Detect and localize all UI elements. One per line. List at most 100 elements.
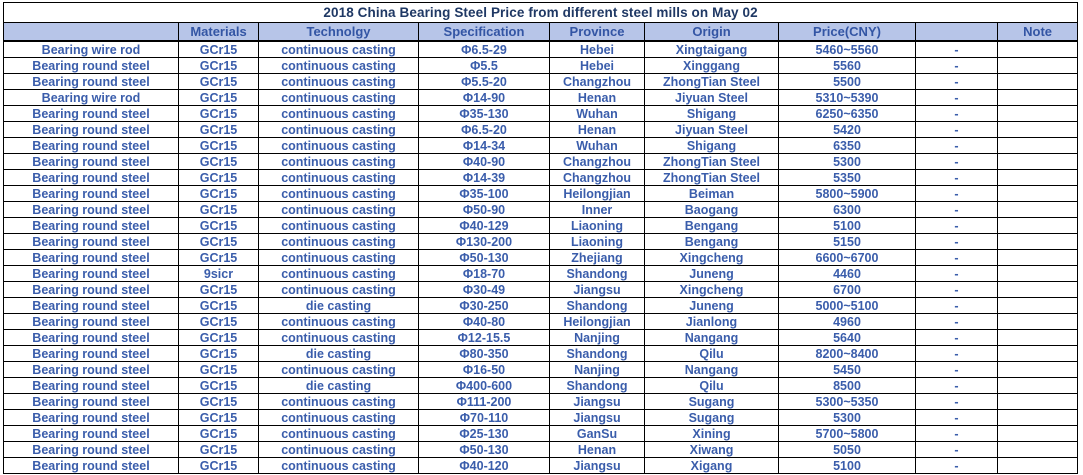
origin-cell: Bengang — [644, 217, 779, 234]
table-row: Bearing round steel GCr15 die casting Φ30-2… — [3, 297, 1079, 314]
origin-cell: Beiman — [644, 185, 779, 202]
origin-cell: Xingcheng — [644, 281, 779, 298]
origin-cell: Sugang — [644, 409, 779, 426]
origin-cell: Xinggang — [644, 57, 779, 74]
note-cell — [996, 40, 1079, 58]
product-cell: Bearing round steel — [3, 201, 179, 218]
specification-cell: Φ5.5 — [418, 57, 550, 74]
materials-cell: GCr15 — [178, 297, 259, 314]
dash-cell: - — [915, 40, 998, 58]
materials-cell: GCr15 — [178, 121, 259, 138]
page-title: 2018 China Bearing Steel Price from diff… — [2, 2, 1079, 23]
note-cell — [996, 249, 1079, 266]
dash-cell: - — [915, 281, 998, 298]
technology-cell: continuous casting — [258, 233, 419, 250]
materials-cell: GCr15 — [178, 73, 259, 90]
dash-cell: - — [915, 217, 998, 234]
origin-cell: Nangang — [644, 329, 779, 346]
note-cell — [996, 201, 1079, 218]
table-row: Bearing round steel GCr15 continuous casti… — [3, 121, 1079, 138]
specification-cell: Φ40-120 — [418, 457, 550, 474]
price-cell: 5050 — [778, 441, 916, 458]
province-cell: Hebei — [549, 40, 645, 58]
technology-cell: continuous casting — [258, 89, 419, 106]
specification-cell: Φ14-90 — [418, 89, 550, 106]
product-cell: Bearing round steel — [3, 233, 179, 250]
province-cell: Wuhan — [549, 137, 645, 154]
dash-cell: - — [915, 185, 998, 202]
province-cell: Zhejiang — [549, 249, 645, 266]
note-cell — [996, 169, 1079, 186]
province-cell: Henan — [549, 89, 645, 106]
province-cell: Changzhou — [549, 153, 645, 170]
note-cell — [996, 297, 1079, 314]
price-cell: 5300 — [778, 409, 916, 426]
province-cell: Liaoning — [549, 233, 645, 250]
origin-cell: Qilu — [644, 377, 779, 394]
table-row: Bearing wire rod GCr15 continuous casting Φ… — [3, 89, 1079, 106]
technology-cell: continuous casting — [258, 249, 419, 266]
col-header-product — [3, 22, 179, 42]
technology-cell: continuous casting — [258, 217, 419, 234]
table-row: Bearing round steel GCr15 continuous casti… — [3, 185, 1079, 202]
note-cell — [996, 153, 1079, 170]
materials-cell: GCr15 — [178, 377, 259, 394]
specification-cell: Φ35-130 — [418, 105, 550, 122]
materials-cell: GCr15 — [178, 329, 259, 346]
technology-cell: continuous casting — [258, 201, 419, 218]
specification-cell: Φ6.5-20 — [418, 121, 550, 138]
dash-cell: - — [915, 105, 998, 122]
table-row: Bearing round steel GCr15 continuous casti… — [3, 409, 1079, 426]
specification-cell: Φ30-49 — [418, 281, 550, 298]
col-header-technology: Technolgy — [258, 22, 419, 42]
origin-cell: Nangang — [644, 361, 779, 378]
materials-cell: GCr15 — [178, 441, 259, 458]
price-cell: 4960 — [778, 313, 916, 330]
table-row: Bearing round steel GCr15 continuous casti… — [3, 281, 1079, 298]
product-cell: Bearing round steel — [3, 441, 179, 458]
materials-cell: GCr15 — [178, 233, 259, 250]
note-cell — [996, 265, 1079, 282]
dash-cell: - — [915, 361, 998, 378]
note-cell — [996, 105, 1079, 122]
technology-cell: continuous casting — [258, 457, 419, 474]
product-cell: Bearing round steel — [3, 57, 179, 74]
technology-cell: continuous casting — [258, 361, 419, 378]
dash-cell: - — [915, 89, 998, 106]
technology-cell: continuous casting — [258, 137, 419, 154]
materials-cell: GCr15 — [178, 201, 259, 218]
origin-cell: Jianlong — [644, 313, 779, 330]
price-cell: 5640 — [778, 329, 916, 346]
materials-cell: GCr15 — [178, 249, 259, 266]
origin-cell: Qilu — [644, 345, 779, 362]
dash-cell: - — [915, 137, 998, 154]
specification-cell: Φ40-129 — [418, 217, 550, 234]
materials-cell: GCr15 — [178, 137, 259, 154]
technology-cell: continuous casting — [258, 265, 419, 282]
province-cell: Shandong — [549, 297, 645, 314]
note-cell — [996, 313, 1079, 330]
column-header-row: Materials Technolgy Specification Provin… — [3, 22, 1079, 42]
table-row: Bearing round steel GCr15 continuous casti… — [3, 457, 1079, 474]
technology-cell: continuous casting — [258, 153, 419, 170]
table-row: Bearing round steel GCr15 die casting Φ80-3… — [3, 345, 1079, 362]
specification-cell: Φ30-250 — [418, 297, 550, 314]
note-cell — [996, 425, 1079, 442]
table-body: Bearing wire rod GCr15 continuous casting Φ… — [3, 40, 1079, 474]
price-cell: 4460 — [778, 265, 916, 282]
product-cell: Bearing round steel — [3, 393, 179, 410]
province-cell: Shandong — [549, 345, 645, 362]
materials-cell: GCr15 — [178, 345, 259, 362]
product-cell: Bearing round steel — [3, 265, 179, 282]
note-cell — [996, 361, 1079, 378]
price-cell: 5100 — [778, 217, 916, 234]
table-row: Bearing wire rod GCr15 continuous casting Φ… — [3, 40, 1079, 58]
price-cell: 6350 — [778, 137, 916, 154]
specification-cell: Φ70-110 — [418, 409, 550, 426]
title-row: 2018 China Bearing Steel Price from diff… — [2, 2, 1079, 23]
product-cell: Bearing round steel — [3, 137, 179, 154]
specification-cell: Φ6.5-29 — [418, 40, 550, 58]
origin-cell: Jiyuan Steel — [644, 121, 779, 138]
price-cell: 6250~6350 — [778, 105, 916, 122]
